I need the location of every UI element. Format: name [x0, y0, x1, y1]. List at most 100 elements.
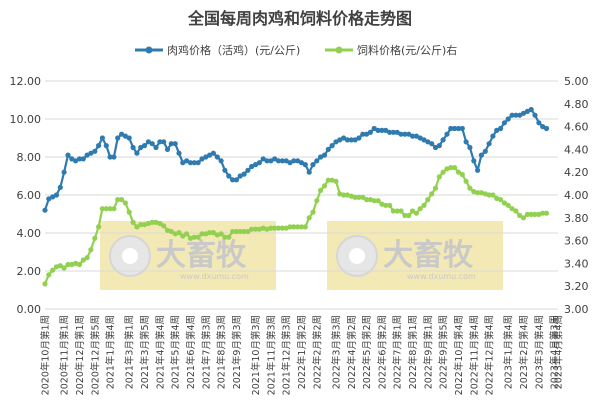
x-tick-label: 2023年1月第4周	[503, 315, 515, 389]
data-point	[520, 110, 527, 116]
data-point	[436, 174, 442, 180]
x-tick-label: 2021年11月第3周	[265, 315, 277, 395]
data-point	[364, 197, 370, 203]
data-point	[253, 226, 259, 232]
data-point	[191, 234, 197, 240]
x-tick-label: 2021年3月第1周	[124, 315, 136, 389]
x-tick-label: 2022年4月第2周	[346, 315, 358, 389]
legend-item-feed: 饲料价格(元/公斤)右	[325, 43, 457, 57]
data-point	[241, 171, 247, 177]
data-point	[157, 139, 163, 145]
data-point	[360, 194, 366, 200]
legend-label-broiler: 肉鸡价格（活鸡）(元/公斤)	[167, 43, 300, 57]
data-point	[505, 202, 511, 208]
data-point	[245, 228, 251, 235]
data-point	[459, 125, 465, 132]
data-point	[249, 226, 255, 232]
watermark-logo-center	[122, 248, 138, 264]
data-point	[425, 197, 431, 203]
data-point	[275, 158, 282, 164]
data-point	[199, 231, 205, 237]
data-point	[452, 125, 458, 132]
legend: 肉鸡价格（活鸡）(元/公斤) 饲料价格(元/公斤)右	[135, 43, 457, 57]
data-point	[310, 209, 316, 215]
watermark-subtext: www.dxumu.com	[407, 272, 476, 281]
right-tick-label: 3.60	[564, 235, 589, 248]
data-point	[498, 125, 504, 132]
data-point	[540, 210, 546, 216]
data-point	[222, 167, 228, 173]
data-point	[237, 173, 243, 179]
data-point	[111, 206, 117, 212]
data-point	[490, 192, 496, 198]
data-point	[432, 185, 439, 191]
data-point	[191, 160, 197, 166]
data-point	[348, 137, 354, 143]
data-point	[452, 165, 458, 171]
x-tick-label: 2021年6月第4周	[185, 315, 197, 389]
data-point	[543, 210, 550, 216]
data-point	[528, 211, 534, 217]
data-point	[130, 144, 136, 151]
data-point	[463, 178, 469, 184]
data-point	[76, 156, 83, 162]
watermark-text: 大畜牧	[156, 238, 247, 273]
data-point	[226, 173, 232, 179]
left-tick-label: 2.00	[17, 265, 42, 278]
data-point	[291, 158, 297, 164]
x-tick-label: 2022年11月第4周	[468, 315, 480, 395]
data-point	[402, 212, 408, 219]
data-point	[390, 208, 396, 214]
data-point	[92, 235, 98, 241]
data-point	[42, 281, 48, 287]
data-point	[314, 158, 320, 164]
data-point	[153, 144, 159, 151]
right-tick-label: 3.80	[564, 212, 589, 225]
watermark-subtext: www.dxumu.com	[180, 272, 249, 281]
x-tick-label: 2022年9月第5周	[438, 315, 450, 389]
data-point	[429, 141, 435, 147]
data-point	[96, 224, 102, 230]
x-tick-label: 2021年3月第5周	[139, 315, 151, 389]
data-point	[245, 167, 251, 173]
data-point	[107, 206, 113, 212]
x-tick-label: 2021年5月第4周	[170, 315, 182, 389]
data-point	[387, 129, 393, 135]
data-point	[57, 263, 63, 269]
data-point	[490, 133, 496, 139]
watermark-logo-center	[349, 248, 365, 264]
left-tick-label: 4.00	[17, 227, 42, 240]
data-point	[210, 150, 216, 156]
right-tick-label: 3.00	[564, 303, 589, 316]
data-point	[184, 158, 190, 164]
data-point	[440, 137, 446, 143]
data-point	[398, 131, 404, 137]
data-point	[318, 187, 324, 193]
data-point	[295, 224, 301, 230]
x-tick-label: 2022年5月第2周	[361, 315, 373, 389]
data-point	[425, 139, 431, 145]
data-point	[478, 190, 484, 196]
x-tick-label: 2022年8月第1周	[407, 315, 419, 389]
data-point	[80, 156, 86, 162]
data-point	[172, 141, 178, 147]
data-point	[61, 169, 67, 175]
data-point	[429, 191, 435, 197]
data-point	[356, 135, 362, 141]
data-point	[440, 169, 446, 175]
data-point	[436, 143, 442, 149]
x-tick-label: 2023年3月第4周	[533, 315, 545, 389]
x-tick-label: 2021年8月第3周	[216, 315, 228, 389]
data-point	[329, 143, 335, 149]
data-point	[448, 125, 454, 132]
data-point	[134, 150, 140, 156]
data-point	[279, 225, 285, 231]
data-point	[161, 223, 167, 229]
data-point	[195, 160, 201, 166]
data-point	[275, 225, 282, 231]
data-point	[344, 137, 350, 143]
data-point	[505, 116, 511, 122]
right-tick-label: 4.00	[564, 189, 589, 202]
